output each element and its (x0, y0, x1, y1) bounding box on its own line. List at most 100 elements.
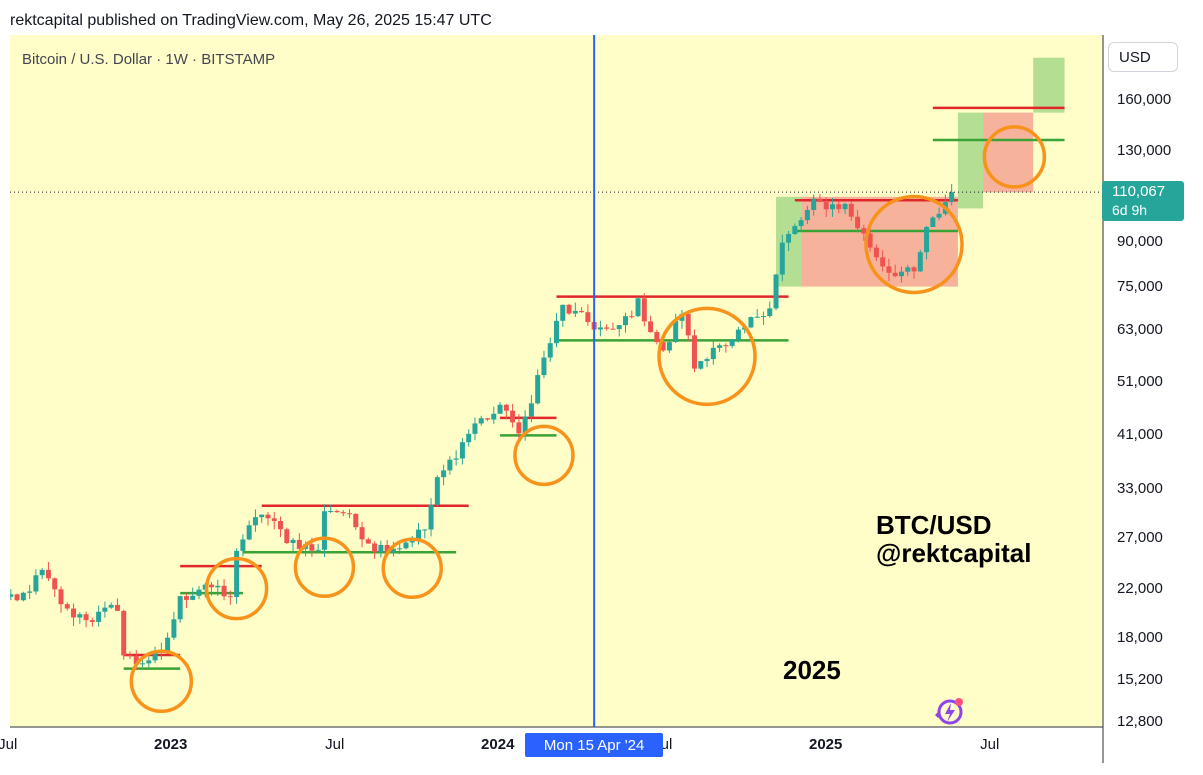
candle (315, 543, 321, 553)
candle (811, 194, 817, 216)
candle (710, 340, 716, 365)
candle (52, 577, 58, 598)
candle (503, 403, 509, 420)
candle (597, 320, 603, 337)
candle (786, 230, 792, 252)
candle (209, 582, 215, 596)
candle (447, 456, 453, 475)
candle (535, 369, 541, 405)
candle (321, 504, 327, 558)
candle (660, 341, 666, 353)
candle (541, 350, 547, 379)
candle (924, 225, 930, 260)
candle (666, 341, 672, 353)
watermark-text: BTC/USD @rektcapital (876, 511, 1031, 567)
candle (284, 527, 290, 545)
price-tick-label: 22,000 (1117, 579, 1163, 597)
currency-button[interactable]: USD (1108, 42, 1178, 72)
candle (334, 509, 340, 513)
candle (340, 510, 346, 517)
candle (873, 244, 879, 262)
highlight-circle-4 (513, 424, 575, 487)
candle (566, 303, 572, 315)
candle (485, 417, 491, 421)
candle (171, 611, 177, 641)
time-tick-label: 2023 (154, 736, 188, 753)
candle (798, 217, 804, 232)
candle (372, 541, 378, 559)
candle (635, 296, 641, 317)
candle (33, 569, 39, 595)
candle (616, 324, 622, 337)
candle (641, 293, 647, 327)
zone-green-2 (957, 112, 984, 209)
price-axis-background (1103, 35, 1193, 727)
publish-header: rektcapital published on TradingView.com… (10, 12, 492, 29)
candle (585, 304, 591, 326)
price-tick-label: 15,200 (1117, 670, 1163, 688)
candle (861, 224, 867, 241)
candle (867, 225, 873, 252)
candle (453, 450, 459, 466)
candle (855, 209, 861, 233)
candle (905, 264, 911, 276)
highlight-circle-5 (657, 306, 757, 407)
candle (579, 307, 585, 313)
chart-area[interactable]: Bitcoin / U.S. Dollar · 1W · BITSTAMP US… (0, 35, 1193, 763)
bar-countdown: 6d 9h (1112, 202, 1148, 219)
time-tick-label: Jul (325, 736, 345, 753)
candle (177, 595, 183, 623)
candle (528, 395, 534, 423)
circles-layer (129, 125, 1047, 714)
candle (89, 617, 95, 627)
highlight-circle-3 (381, 537, 443, 599)
candle (240, 534, 246, 557)
candle (704, 357, 710, 368)
price-tick-label: 160,000 (1117, 91, 1172, 108)
candle (510, 403, 516, 428)
candle (102, 601, 108, 618)
price-chart[interactable] (10, 35, 1193, 763)
candle (610, 322, 616, 330)
time-tick-label: 2024 (481, 736, 515, 753)
candle (259, 514, 265, 523)
candle (804, 205, 810, 225)
candle (378, 540, 384, 558)
time-tick-label: Jul (0, 736, 18, 753)
candle (27, 584, 33, 600)
candle (698, 360, 704, 370)
candle (717, 343, 723, 353)
candle (848, 201, 854, 221)
price-tick-label: 12,800 (1117, 713, 1163, 730)
candle (196, 586, 202, 600)
candle (767, 301, 773, 318)
candle (246, 520, 252, 541)
candle (365, 537, 371, 544)
candle (83, 611, 89, 628)
symbol-title: Bitcoin / U.S. Dollar · 1W · BITSTAMP (22, 51, 276, 68)
candle (917, 249, 923, 272)
candle (836, 201, 842, 214)
current-price-badge: 110,067 6d 9h (1102, 181, 1184, 222)
candle (152, 646, 158, 664)
candle (58, 586, 64, 613)
candle (234, 548, 240, 604)
candle (560, 304, 566, 327)
candle (215, 579, 221, 596)
price-tick-label: 75,000 (1117, 277, 1163, 295)
candle (898, 266, 904, 283)
price-tick-label: 90,000 (1117, 232, 1163, 250)
candle (353, 513, 359, 531)
candle (64, 602, 70, 611)
candle (654, 329, 660, 345)
candle (748, 316, 754, 328)
price-tick-label: 63,000 (1117, 320, 1163, 338)
candle (271, 512, 277, 530)
highlight-circle-2 (293, 536, 356, 598)
candle (459, 438, 465, 465)
current-price: 110,067 (1112, 183, 1166, 201)
candle (491, 406, 497, 424)
candle (227, 590, 233, 605)
candle (880, 250, 886, 272)
candle (554, 313, 560, 348)
